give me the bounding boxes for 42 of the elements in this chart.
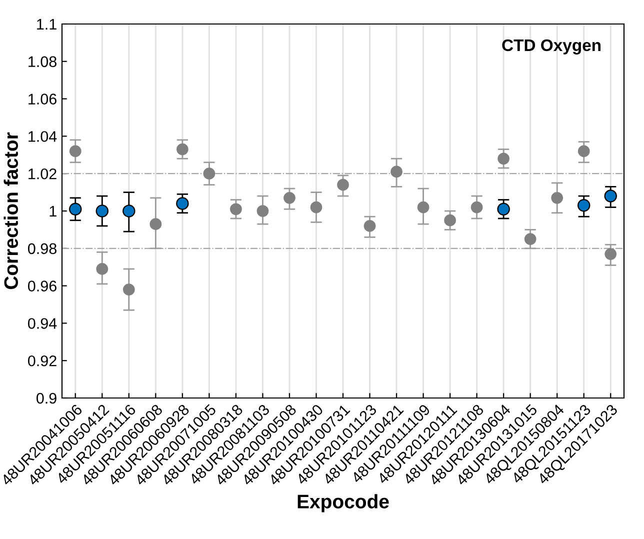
y-tick-label: 0.92 [28, 355, 56, 366]
y-tick-label: 0.96 [28, 280, 56, 292]
point [604, 248, 617, 260]
point [577, 199, 590, 212]
point [69, 202, 82, 216]
point [203, 168, 216, 180]
point [176, 143, 188, 156]
x-axis-title: Expocode [298, 494, 389, 512]
point [364, 220, 376, 232]
y-tick-label: 1.06 [28, 94, 56, 104]
point [230, 203, 242, 216]
point [256, 205, 269, 217]
point [444, 214, 456, 226]
y-tick-label: 1.08 [28, 56, 56, 68]
point [524, 233, 536, 245]
point [69, 145, 82, 158]
point [96, 204, 109, 218]
y-tick-label: 1 [50, 206, 56, 217]
y-axis-title: Correction factor [4, 132, 18, 290]
point [578, 145, 590, 158]
y-tick-label: 1.1 [37, 19, 56, 30]
point [122, 204, 136, 218]
y-tick-label: 1.04 [28, 131, 57, 142]
point [96, 263, 108, 275]
point [150, 218, 162, 230]
point [470, 201, 483, 214]
point [497, 202, 510, 216]
point [337, 178, 349, 191]
y-tick-label: 0.98 [28, 243, 56, 254]
y-tick-label: 1.02 [28, 168, 56, 180]
point [417, 201, 430, 214]
point [310, 201, 322, 214]
point [176, 197, 189, 210]
point [551, 192, 564, 204]
point [122, 284, 135, 296]
y-tick-label: 0.9 [36, 392, 56, 404]
point [604, 190, 617, 202]
point [498, 152, 510, 165]
text: CTD Oxygen [502, 39, 600, 54]
point [390, 166, 402, 178]
y-tick-label: 0.94 [28, 318, 57, 329]
point [284, 192, 296, 204]
